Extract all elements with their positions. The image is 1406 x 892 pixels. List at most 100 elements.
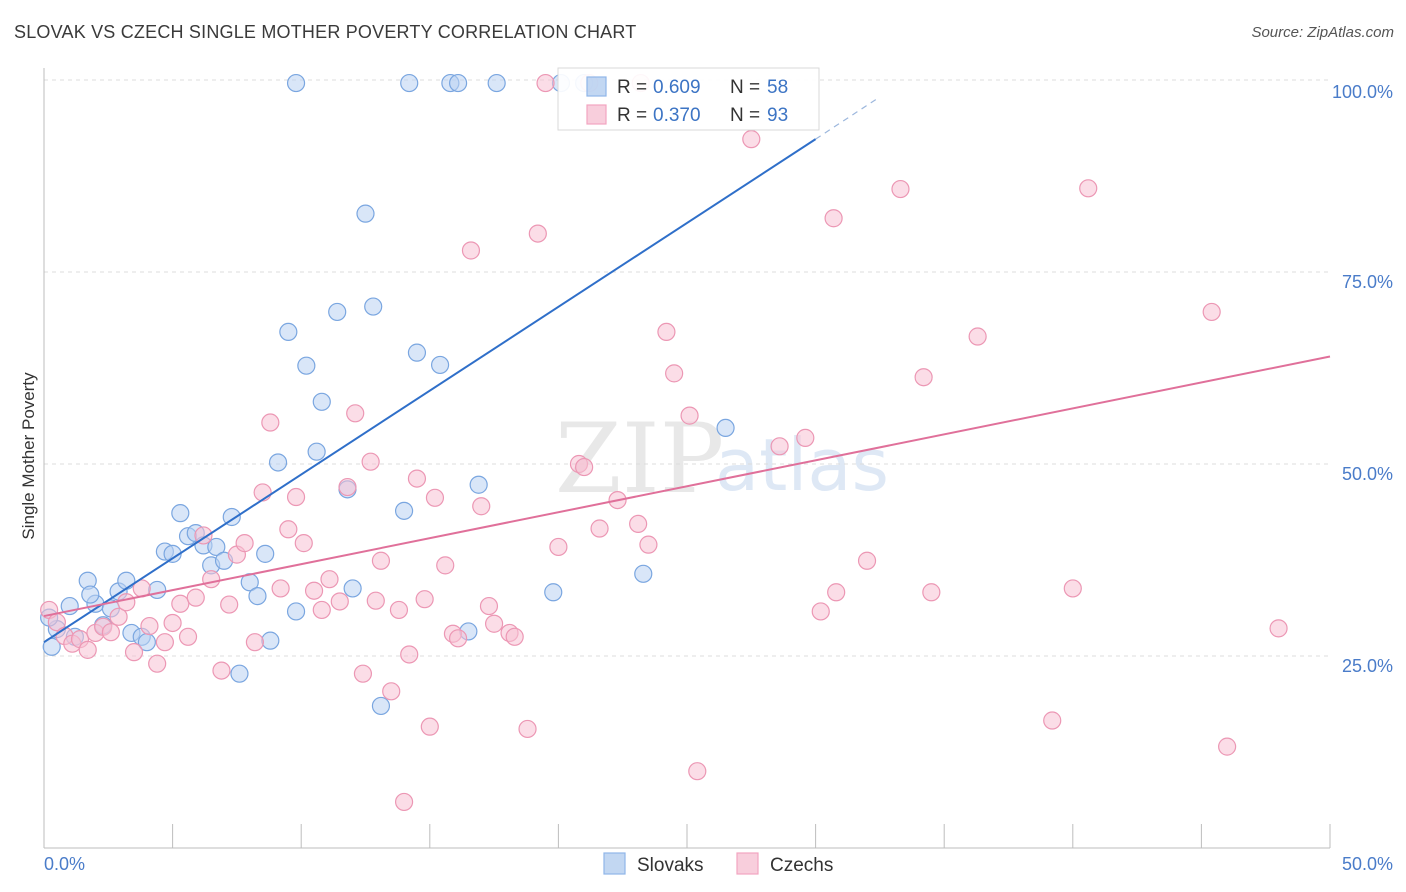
data-point-czechs — [415, 590, 434, 609]
y-tick-label: 100.0% — [1332, 82, 1393, 102]
data-point-czechs — [320, 570, 339, 589]
stats-r-label: R = — [617, 77, 647, 98]
data-point-czechs — [235, 534, 254, 553]
data-point-czechs — [178, 627, 198, 646]
axes — [43, 68, 1331, 849]
data-point-czechs — [279, 520, 298, 539]
data-point-czechs — [330, 592, 349, 611]
data-point-slovaks — [297, 356, 316, 375]
data-point-czechs — [117, 593, 136, 612]
data-point-slovaks — [487, 73, 506, 93]
data-point-czechs — [109, 607, 128, 626]
data-point-slovaks — [230, 664, 249, 683]
data-point-czechs — [194, 526, 213, 545]
trend-lines — [43, 96, 1331, 644]
y-tick-label: 25.0% — [1342, 656, 1393, 676]
data-point-czechs — [796, 428, 815, 447]
y-tick-label: 75.0% — [1342, 272, 1393, 292]
data-point-czechs — [518, 719, 537, 739]
data-point-slovaks — [307, 442, 326, 461]
data-point-czechs — [528, 224, 547, 243]
data-point-czechs — [536, 73, 555, 93]
data-point-slovaks — [343, 579, 362, 598]
stats-n-label: N = — [730, 77, 760, 98]
data-point-czechs — [124, 643, 144, 662]
data-point-czechs — [155, 633, 174, 652]
data-point-czechs — [261, 413, 280, 432]
data-point-czechs — [366, 591, 385, 610]
data-point-czechs — [420, 717, 439, 736]
data-point-czechs — [212, 661, 231, 680]
data-point-czechs — [382, 682, 401, 701]
data-point-czechs — [78, 640, 97, 659]
data-point-czechs — [505, 627, 524, 646]
data-point-czechs — [425, 488, 445, 507]
data-point-slovaks — [256, 544, 275, 563]
data-point-czechs — [1043, 711, 1062, 730]
data-point-czechs — [245, 633, 265, 652]
data-point-czechs — [1063, 579, 1082, 598]
data-point-czechs — [271, 579, 290, 598]
data-point-slovaks — [81, 585, 100, 604]
data-point-czechs — [353, 664, 373, 683]
data-point-slovaks — [400, 73, 419, 93]
data-point-slovaks — [261, 631, 280, 650]
data-point-slovaks — [207, 537, 226, 557]
data-point-czechs — [472, 497, 491, 516]
data-point-slovaks — [364, 297, 383, 316]
stats-r-value: 0.370 — [653, 105, 701, 126]
data-point-czechs — [220, 595, 239, 614]
data-point-czechs — [338, 477, 357, 497]
data-point-czechs — [346, 404, 365, 423]
chart-source: Source: ZipAtlas.com — [1251, 24, 1394, 41]
data-point-czechs — [286, 487, 306, 507]
data-point-czechs — [827, 583, 846, 602]
data-point-czechs — [1079, 179, 1098, 198]
legend-label-czechs: Czechs — [770, 855, 833, 876]
y-axis-label: Single Mother Poverty — [19, 372, 38, 540]
data-point-czechs — [1269, 619, 1288, 638]
stats-n-label: N = — [730, 105, 760, 126]
data-point-czechs — [1202, 302, 1221, 322]
stats-box: R = 0.609 N = 58 R = 0.370 N = 93 — [557, 67, 820, 131]
data-point-czechs — [914, 368, 933, 387]
data-point-czechs — [639, 535, 658, 554]
data-point-czechs — [891, 179, 910, 199]
data-point-czechs — [202, 570, 221, 589]
x-tick-label: 50.0% — [1342, 854, 1393, 874]
data-point-czechs — [680, 406, 699, 425]
data-point-czechs — [688, 762, 707, 781]
stats-n-value: 58 — [767, 77, 788, 98]
data-point-czechs — [590, 519, 609, 538]
data-point-czechs — [312, 600, 331, 620]
data-point-slovaks — [430, 355, 450, 375]
data-point-czechs — [742, 130, 761, 149]
data-point-slovaks — [716, 418, 735, 438]
legend-swatch-slovaks — [603, 852, 626, 875]
data-point-czechs — [968, 327, 987, 346]
stats-n-value: 93 — [767, 105, 788, 126]
data-point-slovaks — [469, 475, 488, 494]
data-point-czechs — [304, 581, 324, 600]
tick-labels: 25.0% 50.0% 75.0% 100.0% 0.0% 50.0% — [44, 82, 1393, 874]
data-point-slovaks — [171, 504, 190, 523]
data-point-czechs — [448, 629, 468, 648]
data-point-czechs — [629, 514, 648, 534]
data-point-slovaks — [356, 204, 375, 223]
stats-r-label: R = — [617, 105, 647, 126]
chart-title: SLOVAK VS CZECH SINGLE MOTHER POVERTY CO… — [14, 22, 637, 42]
data-point-slovaks — [286, 602, 306, 621]
data-point-czechs — [922, 583, 941, 602]
data-point-slovaks — [448, 73, 468, 93]
data-point-czechs — [657, 322, 676, 342]
legend-swatch-czechs — [736, 852, 759, 875]
data-point-slovaks — [544, 583, 563, 602]
data-point-czechs — [394, 792, 414, 812]
x-tick-label: 0.0% — [44, 854, 85, 874]
data-point-slovaks — [328, 302, 347, 322]
data-point-czechs — [171, 594, 190, 613]
data-point-slovaks — [222, 507, 241, 527]
data-point-czechs — [389, 600, 409, 620]
y-tick-label: 50.0% — [1342, 464, 1393, 484]
